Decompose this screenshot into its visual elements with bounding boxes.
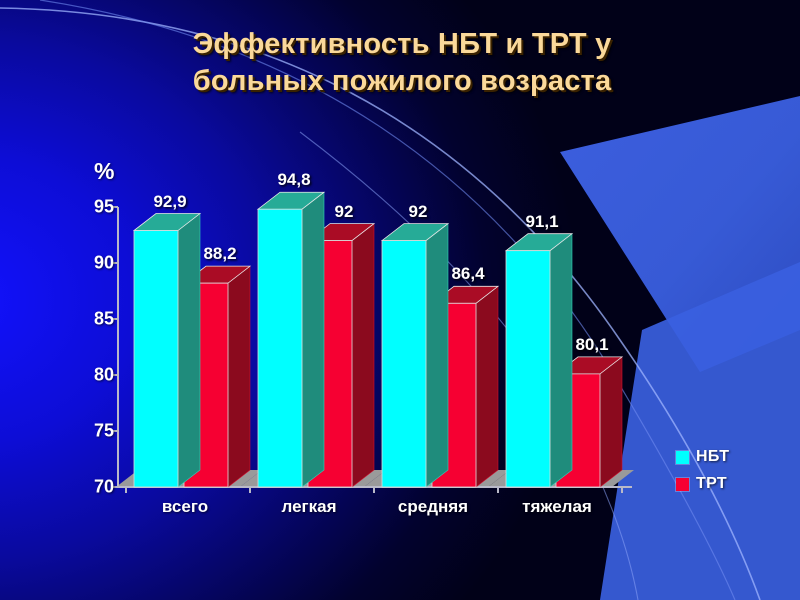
legend-label: ТРТ [696, 475, 727, 492]
x-axis-category-label: средняя [397, 497, 469, 516]
legend-swatch-icon [676, 450, 689, 464]
bar-side-face [177, 212, 201, 488]
bar-value-label: 92,9 [153, 191, 187, 211]
bar-side-face [351, 222, 375, 488]
title-line-2: больных пожилого возраста [192, 65, 612, 98]
bar-value-label: 88,2 [203, 244, 237, 264]
bar-НБТ-легкая[interactable] [256, 191, 326, 488]
bar-front-face [257, 208, 303, 488]
bar-side-face [549, 233, 573, 488]
bar-НБТ-средняя[interactable] [380, 222, 450, 488]
bar-side-face [425, 222, 449, 488]
legend-swatch-icon [676, 477, 689, 491]
bar-value-label: 91,1 [525, 211, 559, 231]
bar-НБТ-всего[interactable] [132, 212, 202, 488]
bar-value-label: 92 [334, 201, 354, 221]
y-axis-tick-label: 95 [93, 196, 114, 217]
x-axis-category-label: тяжелая [522, 497, 592, 516]
bar-value-label: 80,1 [575, 334, 609, 354]
bar-side-face [301, 191, 325, 488]
bar-front-face [505, 250, 551, 488]
bar-value-label: 92 [408, 201, 428, 221]
bar-НБТ-тяжелая[interactable] [504, 233, 574, 488]
bar-side-face [227, 265, 251, 488]
bar-side-face [475, 285, 499, 488]
legend-label: НБТ [696, 448, 730, 465]
bar-value-label: 94,8 [277, 170, 311, 190]
bar-front-face [381, 240, 427, 488]
legend-item-ТРТ[interactable]: ТРТ [676, 475, 729, 493]
bar-value-label: 86,4 [451, 264, 485, 284]
bar-side-face [599, 356, 623, 488]
page-title: Эффективность НБТ и ТРТ у больных пожило… [52, 26, 752, 100]
legend-item-НБТ[interactable]: НБТ [676, 448, 729, 466]
x-axis-category-label: легкая [281, 497, 337, 516]
y-axis-tick-label: 80 [93, 364, 114, 385]
bar-front-face [133, 230, 179, 488]
y-axis-tick-label: 75 [93, 420, 114, 441]
y-axis-tick-label: 90 [93, 252, 114, 273]
y-axis-tick-label: 70 [93, 476, 114, 497]
x-axis-category-label: всего [161, 497, 209, 516]
y-axis-unit-label: % [94, 158, 115, 184]
y-axis-ticks: 70 75 80 85 90 95 [58, 0, 114, 600]
y-axis-tick-label: 85 [93, 308, 114, 329]
chart-legend: НБТ ТРТ [676, 448, 729, 502]
title-line-1: Эффективность НБТ и ТРТ у [192, 28, 612, 60]
